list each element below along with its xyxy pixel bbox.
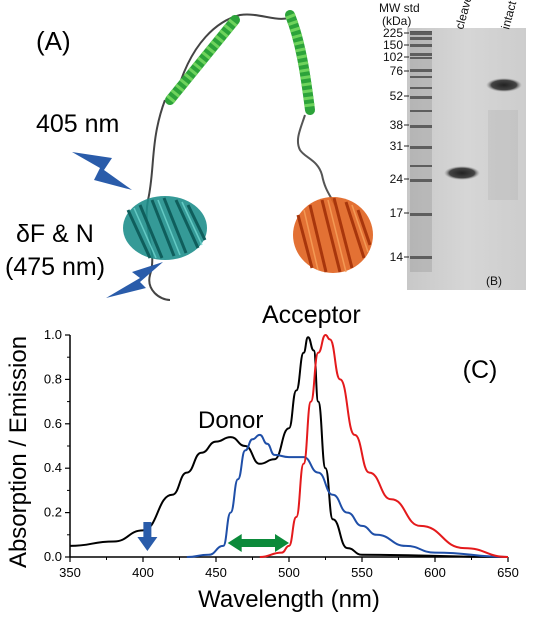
readout-bolt-icon <box>106 262 163 298</box>
y-tick-label: 0.6 <box>44 416 62 431</box>
gel-marker-label: 52 <box>390 89 404 103</box>
x-tick-label: 500 <box>278 565 300 580</box>
y-tick-label: 0.8 <box>44 371 62 386</box>
y-tick-label: 0.2 <box>44 505 62 520</box>
excitation-arrow-icon <box>137 522 158 551</box>
donor-emission-line <box>186 433 509 558</box>
panel-c: 350 400 450 500 550 600 650 0.0 0.2 0.4 0.6 0.8 1.0 W… <box>5 301 519 613</box>
donor-absorption-line <box>69 336 509 558</box>
protein-linker-right <box>296 114 336 206</box>
y-axis-label: Absorption / Emission <box>5 336 32 568</box>
donor-label: Donor <box>198 407 263 434</box>
panel-a-label: (A) <box>36 26 71 56</box>
std-header-line1: MW std <box>379 1 420 15</box>
gel-marker-label: 225 <box>383 26 403 40</box>
intact-band <box>486 78 522 92</box>
std-header-line2: (kDa) <box>382 14 411 28</box>
x-tick-label: 600 <box>424 565 446 580</box>
panel-c-label: (C) <box>463 356 498 384</box>
x-tick-label: 450 <box>205 565 227 580</box>
panel-b: MW std (kDa) cleaved intact (B) 22515010… <box>379 0 526 290</box>
cleaved-band <box>444 166 480 180</box>
y-tick-label: 0.4 <box>44 460 62 475</box>
y-tick-label: 0.0 <box>44 549 62 564</box>
detection-window-arrow-icon <box>227 534 289 552</box>
helix-right <box>285 10 315 115</box>
lane-label-intact: intact <box>498 0 519 31</box>
acceptor-label: Acceptor <box>262 301 361 329</box>
x-tick-label: 400 <box>132 565 154 580</box>
x-tick-label: 550 <box>351 565 373 580</box>
gel-marker-label: 76 <box>390 64 404 78</box>
readout-line-2: (475 nm) <box>5 253 105 281</box>
gel-marker-label: 31 <box>390 139 404 153</box>
gel-marker-label: 14 <box>390 250 404 264</box>
x-tick-label: 350 <box>59 565 81 580</box>
panel-b-label: (B) <box>486 274 502 288</box>
gel-marker-label: 17 <box>390 206 404 220</box>
acceptor-emission-line <box>259 334 509 558</box>
acceptor-fluorescent-protein <box>293 197 373 273</box>
excitation-bolt-icon <box>72 152 132 190</box>
spectrum-chart: 350 400 450 500 550 600 650 0.0 0.2 0.4 0.6 0.8 1.0 W… <box>5 327 519 613</box>
helix-left <box>165 15 240 105</box>
gel-marker-label: 150 <box>383 38 403 52</box>
excitation-wavelength: 405 nm <box>36 110 119 138</box>
donor-fluorescent-protein <box>123 196 207 260</box>
y-tick-label: 1.0 <box>44 327 62 342</box>
lane-label-cleaved: cleaved <box>452 0 476 31</box>
ladder-lane <box>410 31 432 272</box>
x-axis-label: Wavelength (nm) <box>198 586 380 613</box>
gel-marker-label: 38 <box>390 118 404 132</box>
readout-line-1: δF & N <box>16 220 94 248</box>
panel-a: (A) <box>5 10 373 301</box>
x-tick-label: 650 <box>497 565 519 580</box>
gel-marker-label: 24 <box>390 172 404 186</box>
gel-marker-label: 102 <box>383 50 403 64</box>
